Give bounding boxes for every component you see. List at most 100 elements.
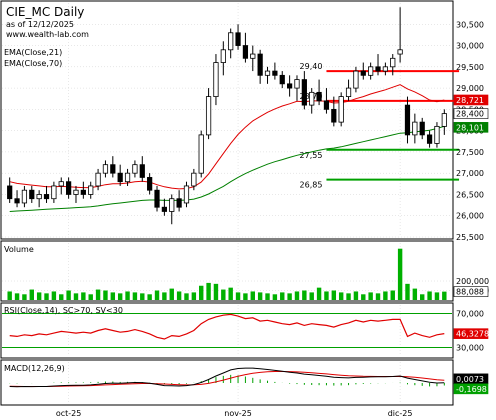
candle <box>139 156 145 182</box>
volume-bar <box>169 288 174 300</box>
volume-bar <box>147 294 152 300</box>
candle <box>205 88 212 140</box>
close-last-label-box <box>453 108 489 119</box>
candle <box>412 113 418 144</box>
volume-bar <box>316 287 322 300</box>
ema70-line <box>9 125 445 212</box>
candle <box>397 7 403 63</box>
volume-bar <box>191 292 197 300</box>
volume-bar <box>257 292 263 300</box>
volume-bar <box>235 292 241 300</box>
candle-body <box>124 172 131 183</box>
volume-bar <box>243 293 248 300</box>
volume-bar <box>265 293 270 300</box>
candle <box>132 160 138 178</box>
candle <box>368 62 374 80</box>
support-level-label: 27,55 <box>300 151 323 160</box>
volume-bar <box>272 294 278 300</box>
volume-bar <box>176 291 182 300</box>
candle <box>58 177 64 195</box>
candle <box>29 185 35 203</box>
volume-bar <box>405 283 410 300</box>
candle <box>382 62 388 76</box>
candle-body <box>51 185 57 200</box>
resistance-level-label: 29,40 <box>300 62 323 71</box>
candle-body <box>220 49 226 63</box>
volume-bar <box>390 290 395 300</box>
candle-body <box>426 134 433 144</box>
ema70-last-label: 28,101 <box>453 122 489 133</box>
candle <box>43 185 50 203</box>
rsi-last-label: 46,3278 <box>453 328 489 339</box>
price-tick-label: 30,000 <box>456 42 484 51</box>
ema70-legend: EMA(Close,70) <box>4 59 62 68</box>
candle-body <box>169 198 175 212</box>
candle-body <box>154 189 160 208</box>
candle-body <box>36 194 42 200</box>
candle-body <box>323 100 330 110</box>
candle-body <box>58 181 64 187</box>
candle-body <box>21 189 28 204</box>
candle <box>88 181 94 199</box>
volume-bar <box>154 290 160 300</box>
candle-body <box>242 45 249 59</box>
volume-bar <box>117 293 123 300</box>
candle <box>95 168 101 191</box>
candle <box>235 24 241 50</box>
last-value-labels: 28,721 28,400 28,101 88,088 46,3278 0,0073-0,… <box>453 94 489 395</box>
volume-bar <box>103 290 108 300</box>
volume-bar <box>302 290 307 300</box>
candle-body <box>250 53 256 59</box>
volume-bar <box>368 292 373 300</box>
rsi-last-label-box <box>453 328 489 339</box>
candle-body <box>228 32 234 51</box>
volume-last-label-box <box>453 286 489 297</box>
candle <box>426 130 433 148</box>
candle <box>220 41 226 76</box>
volume-bar <box>184 293 189 300</box>
ema-lines <box>9 84 445 212</box>
volume-bar <box>162 292 167 300</box>
candle <box>102 160 109 178</box>
candle <box>287 75 293 97</box>
candle <box>154 185 160 212</box>
volume-bar <box>353 291 359 300</box>
candle <box>36 190 42 208</box>
candle <box>183 181 190 208</box>
candle <box>14 190 20 208</box>
y-axis-ticks: 30,50030,00029,50029,00028,50028,00027,5… <box>456 20 489 352</box>
candle <box>404 96 411 144</box>
ema21-last-label-text: 28,721 <box>456 96 484 105</box>
x-tick-label: oct-25 <box>56 409 82 418</box>
candle-body <box>235 32 241 46</box>
price-tick-label: 26,000 <box>456 212 484 221</box>
candle <box>51 181 57 203</box>
candle-body <box>412 121 418 136</box>
volume-bar <box>29 289 34 300</box>
chart-date: as of 12/12/2025 <box>6 20 74 29</box>
volume-bar <box>110 292 116 300</box>
candle-body <box>139 164 145 178</box>
price-tick-label: 27,500 <box>456 148 484 157</box>
candle-body <box>198 134 204 174</box>
rsi-panel <box>0 302 454 359</box>
candle-body <box>441 113 447 127</box>
candle-body <box>375 66 381 72</box>
candle-body <box>390 57 396 68</box>
candle <box>301 71 307 110</box>
volume-bar <box>88 294 93 300</box>
volume-bar <box>383 291 388 300</box>
candle <box>176 190 182 212</box>
candle <box>73 185 79 203</box>
volume-bar <box>7 291 12 300</box>
macd-hist-last-label-box <box>453 383 489 395</box>
candle <box>21 185 28 208</box>
candle-body <box>316 91 322 102</box>
x-tick-label: dic-25 <box>388 409 413 418</box>
volume-bar <box>427 291 432 300</box>
candle <box>124 168 131 186</box>
volume-bar <box>346 293 351 300</box>
price-tick-label: 26,500 <box>456 190 484 199</box>
chart-site: www.wealth-lab.com <box>6 30 89 39</box>
macd-label: MACD(12,26,9) <box>4 364 65 373</box>
